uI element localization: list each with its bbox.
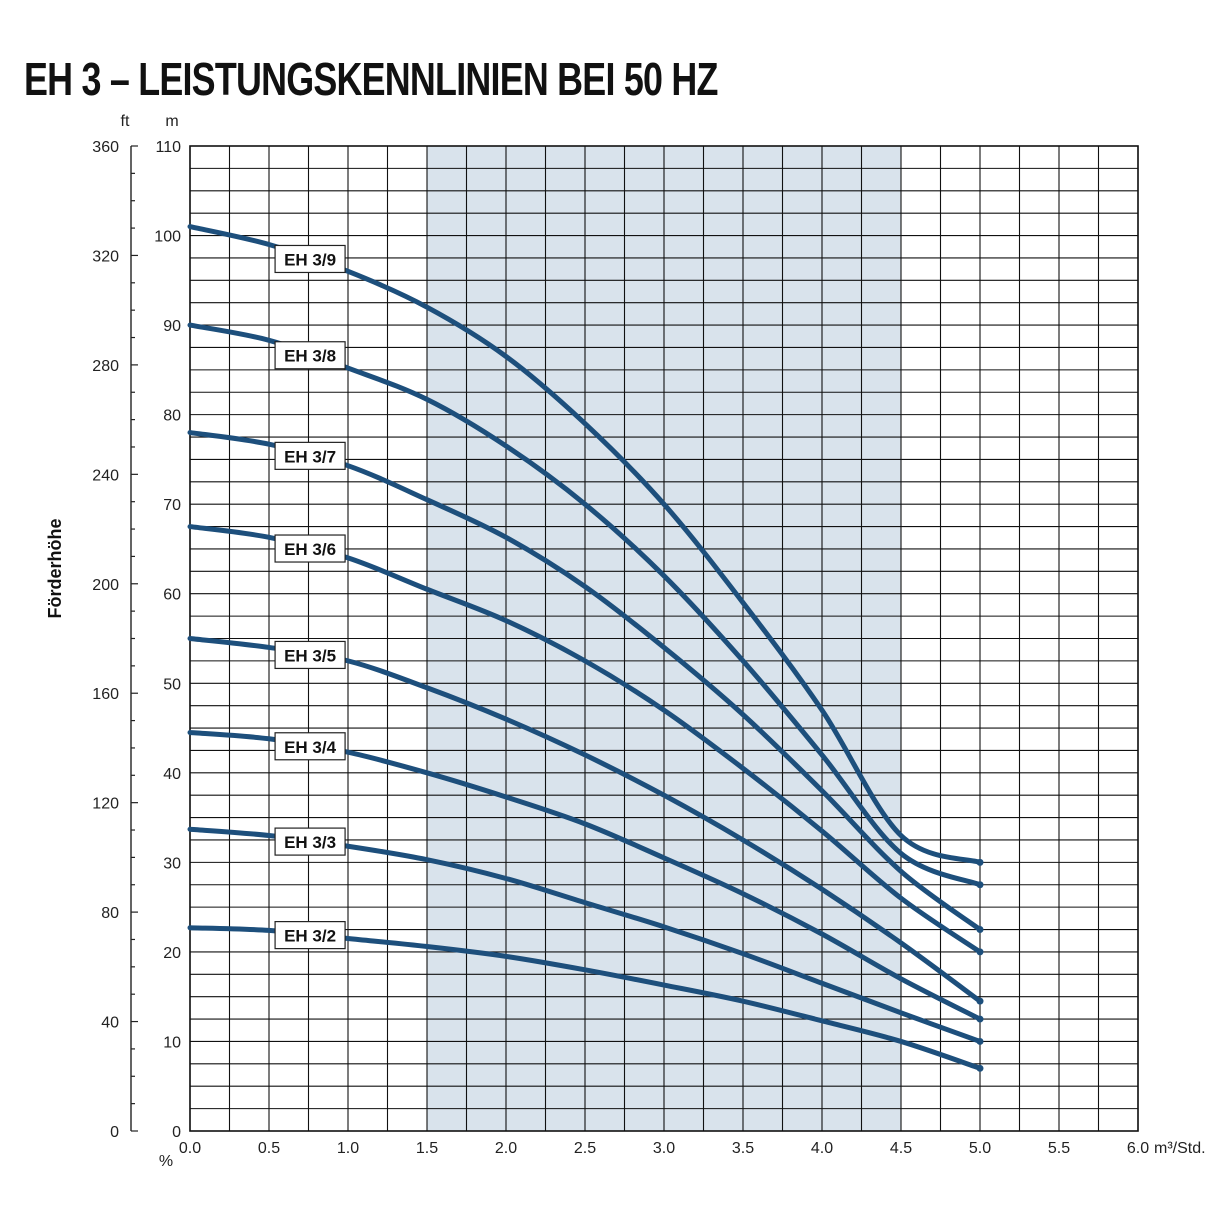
x-tick-label: 0.0 — [179, 1140, 201, 1157]
x-tick-label: 4.5 — [890, 1140, 912, 1157]
curve-end-point — [976, 881, 984, 889]
x-tick-label: 5.0 — [969, 1140, 991, 1157]
ft-tick-label: 80 — [101, 905, 119, 922]
x-percent-label: % — [159, 1153, 173, 1170]
m-tick-label: 50 — [163, 676, 181, 693]
curve-label: EH 3/8 — [284, 347, 336, 366]
curve-end-point — [976, 1015, 984, 1023]
curve-label-box — [274, 534, 346, 563]
curve-label-box — [274, 640, 346, 670]
y-axis-title: Förderhöhe — [45, 518, 65, 618]
curve-label-box — [274, 441, 346, 470]
m-tick-label: 40 — [163, 766, 181, 783]
ft-tick-label: 240 — [92, 467, 119, 484]
curve-label: EH 3/6 — [284, 540, 336, 559]
m-tick-label: 0 — [172, 1124, 181, 1141]
curve-label: EH 3/2 — [284, 927, 336, 946]
curve-label-box — [274, 341, 346, 370]
curve-end-point — [976, 1037, 984, 1045]
ft-tick-label: 320 — [92, 248, 119, 265]
m-tick-label: 70 — [163, 497, 181, 514]
curve-end-point — [976, 948, 984, 956]
x-tick-label: 2.5 — [574, 1140, 596, 1157]
m-tick-label: 110 — [155, 139, 181, 156]
ft-tick-label: 0 — [110, 1124, 119, 1141]
ft-tick-label: 200 — [92, 577, 119, 594]
x-tick-label: 3.0 — [653, 1140, 675, 1157]
x-tick-label: 1.0 — [337, 1140, 359, 1157]
x-tick-label: 2.0 — [495, 1140, 517, 1157]
x-tick-label: 4.0 — [811, 1140, 833, 1157]
curve-end-point — [976, 997, 984, 1005]
m-tick-label: 10 — [163, 1034, 181, 1051]
ft-tick-label: 40 — [101, 1015, 119, 1032]
m-tick-label: 100 — [154, 229, 181, 246]
curve-label: EH 3/3 — [284, 833, 336, 852]
x-tick-label: 5.5 — [1048, 1140, 1070, 1157]
x-tick-label: 1.5 — [416, 1140, 438, 1157]
x-axis-unit-label: m³/Std. — [1154, 1140, 1206, 1157]
curve-label-box — [274, 827, 346, 856]
curve-end-point — [976, 926, 984, 934]
curve-label-box — [274, 732, 346, 761]
ft-tick-label: 360 — [92, 139, 119, 156]
ft-tick-label: 120 — [92, 796, 119, 813]
x-tick-label: 0.5 — [258, 1140, 280, 1157]
ft-axis-unit: ft — [121, 113, 130, 130]
curve-label-box — [274, 921, 346, 950]
m-tick-label: 90 — [163, 318, 181, 335]
ft-tick-label: 280 — [92, 358, 119, 375]
curve-label: EH 3/4 — [284, 738, 337, 757]
curve-end-point — [976, 858, 984, 866]
x-tick-label: 3.5 — [732, 1140, 754, 1157]
chart-title: EH 3 – LEISTUNGSKENNLINIEN BEI 50 HZ — [24, 53, 718, 105]
x-tick-label: 6.0 — [1127, 1140, 1149, 1157]
curve-label: EH 3/7 — [284, 447, 336, 466]
m-axis-unit: m — [165, 113, 178, 130]
curve-end-point — [976, 1064, 984, 1072]
m-tick-label: 30 — [163, 855, 181, 872]
curve-label-box — [274, 244, 346, 274]
curve-label: EH 3/5 — [284, 646, 336, 665]
m-tick-label: 20 — [163, 945, 181, 962]
m-tick-label: 80 — [163, 408, 181, 425]
curve-label: EH 3/9 — [284, 250, 336, 269]
ft-tick-label: 160 — [92, 686, 119, 703]
m-tick-label: 60 — [163, 587, 181, 604]
